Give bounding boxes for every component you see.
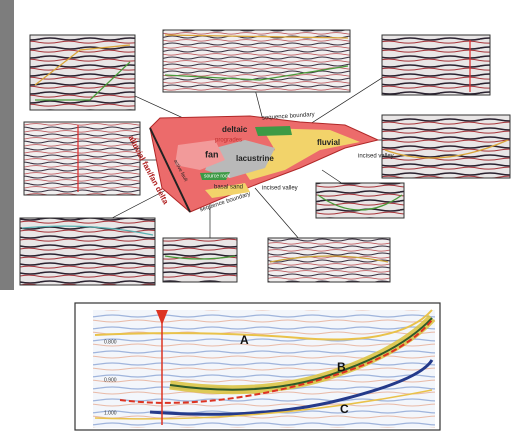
time-tick-label: 0.900 xyxy=(104,377,117,383)
time-axis: 0.800 0.900 1.000 xyxy=(104,339,117,416)
shape-rect xyxy=(315,182,405,219)
shape-line xyxy=(149,127,191,213)
section-image xyxy=(93,310,435,428)
basal-sand-label: basal sand xyxy=(214,185,243,191)
shape-rect xyxy=(162,237,238,283)
shape-path xyxy=(119,319,433,404)
shape-polygon xyxy=(175,140,225,170)
shape-rect xyxy=(23,121,141,196)
well-arrow xyxy=(156,310,168,325)
lacustrine-label: lacustrine xyxy=(236,154,274,163)
progrades-label: progrades xyxy=(215,138,242,144)
horizon-label: C xyxy=(340,402,349,416)
section-horizons xyxy=(94,309,436,425)
deltaic-label: deltaic xyxy=(222,125,248,134)
shape-path xyxy=(94,389,433,420)
shape-rect xyxy=(162,29,351,93)
shape-path xyxy=(34,44,131,86)
shape-path xyxy=(35,61,131,101)
shape-path xyxy=(21,225,154,236)
shape-polygon xyxy=(205,140,275,178)
shape-path xyxy=(269,255,389,263)
shape-rect xyxy=(19,217,156,286)
shape-polygon xyxy=(240,128,360,180)
shape-path xyxy=(317,194,403,211)
shape-path xyxy=(164,34,349,39)
time-tick-label: 1.000 xyxy=(104,410,117,416)
shape-path xyxy=(164,255,236,260)
shape-rect xyxy=(29,34,136,111)
fan-label: fan xyxy=(205,149,219,159)
source-rock-label: source rock xyxy=(204,173,230,179)
panel-horizons xyxy=(21,34,509,263)
shape-path xyxy=(164,65,349,81)
shape-rect xyxy=(267,237,391,283)
shape-path xyxy=(169,317,433,391)
shape-polygon xyxy=(255,126,292,136)
shape-rect xyxy=(381,114,511,179)
shape-rect xyxy=(381,34,491,96)
shape-polygon xyxy=(205,183,250,198)
horizon-label: B xyxy=(337,360,346,374)
shape-path xyxy=(384,139,509,159)
facies-diagram xyxy=(149,115,380,213)
shape-path xyxy=(94,309,433,341)
valley-label: incised valley xyxy=(358,154,394,160)
boundary-label: sequence boundary xyxy=(262,112,315,122)
horizon-labels: A B C xyxy=(240,333,349,416)
edge-strip xyxy=(0,0,14,290)
valley-label: incised valley xyxy=(262,186,298,192)
seismic-panels xyxy=(19,29,511,286)
time-tick-label: 0.800 xyxy=(104,339,117,345)
shape-polygon xyxy=(200,172,230,180)
shape-line xyxy=(254,187,301,241)
fluvial-label: fluvial xyxy=(317,138,340,147)
horizon-label: A xyxy=(240,333,249,347)
shape-path xyxy=(149,359,434,416)
